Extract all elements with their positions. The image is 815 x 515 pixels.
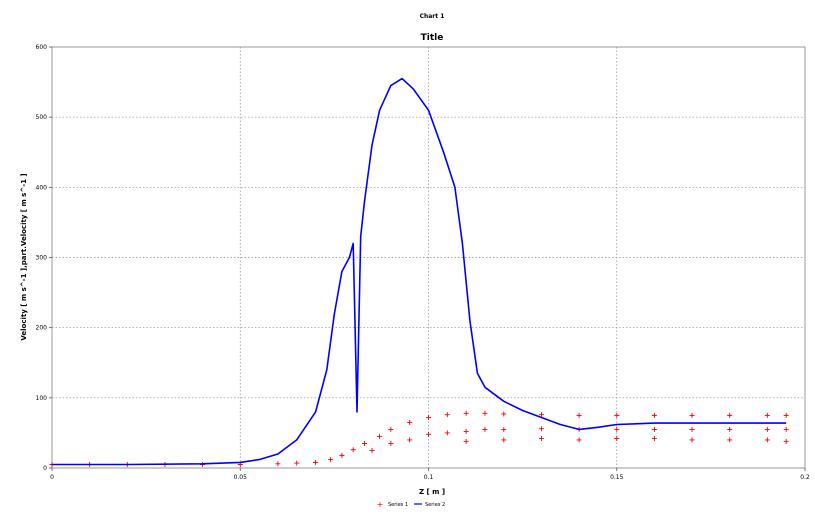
series-1-point	[444, 430, 450, 436]
series-1-point	[377, 433, 383, 439]
series-2-line	[52, 77, 787, 466]
series-1-point	[783, 412, 789, 418]
series-1-point	[339, 452, 345, 458]
series-1-point	[689, 437, 695, 443]
series-1-point	[727, 426, 733, 432]
series-1-point	[501, 437, 507, 443]
legend: + Series 1 Series 2	[377, 500, 446, 509]
series-1-point	[783, 426, 789, 432]
series-1-point	[727, 412, 733, 418]
x-axis-ticks: 0 0.05 0.1 0.15 0.2	[50, 468, 810, 481]
x-tick-label: 0	[50, 474, 54, 481]
series-1-point	[463, 438, 469, 444]
x-axis-label: Z [ m ]	[419, 488, 445, 496]
y-tick-label: 500	[36, 114, 48, 121]
series-1-point	[783, 438, 789, 444]
y-tick-label: 100	[36, 395, 48, 402]
y-tick-label: 400	[36, 184, 48, 191]
series-1-point	[538, 436, 544, 442]
series-1-point	[482, 410, 488, 416]
series-1-point	[689, 426, 695, 432]
y-tick-label: 0	[43, 465, 47, 472]
series-1-point	[369, 447, 375, 453]
series-1-point	[614, 426, 620, 432]
series-1-point	[407, 419, 413, 425]
series-1-point	[727, 437, 733, 443]
series-1-point	[426, 414, 431, 420]
series-1-point	[538, 426, 544, 432]
series-1-point	[614, 436, 620, 442]
chart-title: Title	[421, 33, 444, 43]
series-1-point	[388, 440, 394, 446]
legend-marker-series-1: +	[377, 500, 384, 509]
y-axis-label: Velocity [ m s^-1 ],part.Velocity [ m s^…	[20, 173, 28, 340]
x-tick-label: 0.05	[234, 474, 248, 481]
y-axis-ticks: 0 100 200 300 400 500 600	[36, 44, 52, 472]
series-layer	[49, 77, 789, 467]
series-1-point	[576, 437, 582, 443]
series-1-point	[764, 426, 770, 432]
y-tick-label: 300	[36, 255, 48, 262]
grid-lines	[52, 47, 805, 468]
series-1-point	[501, 411, 507, 417]
y-tick-label: 600	[36, 44, 48, 51]
y-tick-label: 200	[36, 325, 48, 332]
window-title: Chart 1	[420, 13, 445, 20]
x-tick-label: 0.1	[424, 474, 434, 481]
series-1-point	[651, 436, 657, 442]
series-1-point	[463, 410, 469, 416]
series-1-point	[689, 412, 695, 418]
legend-label-series-2: Series 2	[425, 502, 445, 508]
series-1-point	[764, 437, 770, 443]
series-1-point	[407, 437, 413, 443]
series-1-point	[361, 440, 367, 446]
series-1-point	[275, 461, 281, 467]
series-1-point	[426, 431, 431, 437]
series-1-point	[328, 457, 334, 463]
series-1-point	[651, 426, 657, 432]
series-1-point	[313, 459, 319, 465]
x-tick-label: 0.2	[800, 474, 810, 481]
series-1-point	[614, 412, 620, 418]
series-1-point	[482, 426, 488, 432]
series-1-point	[463, 429, 469, 435]
series-1-point	[764, 412, 770, 418]
series-1-markers	[49, 410, 789, 467]
series-1-point	[444, 412, 450, 418]
legend-label-series-1: Series 1	[388, 502, 408, 508]
series-1-point	[576, 412, 582, 418]
series-1-point	[501, 426, 507, 432]
series-1-point	[294, 460, 300, 466]
series-1-point	[388, 426, 394, 432]
series-1-point	[350, 447, 356, 453]
series-1-point	[651, 412, 657, 418]
series-1-point	[538, 412, 544, 418]
x-tick-label: 0.15	[610, 474, 624, 481]
